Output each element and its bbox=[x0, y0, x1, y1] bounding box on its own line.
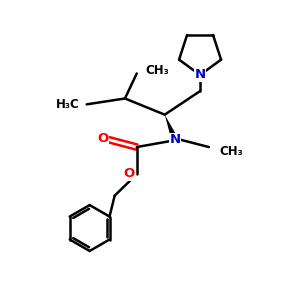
Text: N: N bbox=[194, 68, 206, 81]
Text: N: N bbox=[169, 133, 181, 146]
Polygon shape bbox=[165, 115, 178, 141]
Text: CH₃: CH₃ bbox=[219, 145, 243, 158]
Text: H₃C: H₃C bbox=[56, 98, 79, 111]
Text: O: O bbox=[123, 167, 134, 180]
Text: O: O bbox=[97, 132, 109, 145]
Text: CH₃: CH₃ bbox=[146, 64, 169, 77]
